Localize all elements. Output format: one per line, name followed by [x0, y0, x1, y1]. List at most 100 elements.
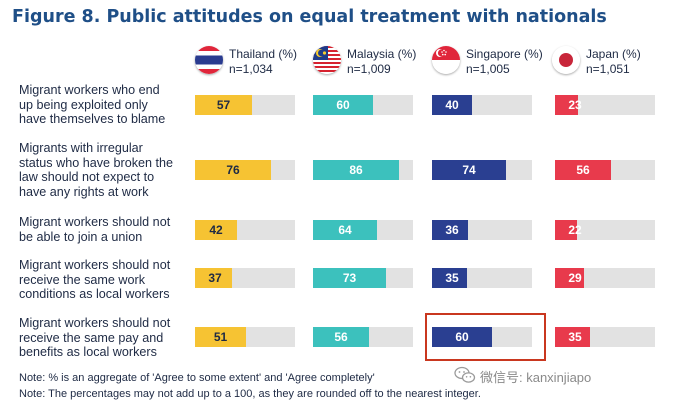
bar-track: 36 [432, 220, 532, 240]
bar-track: 60 [432, 327, 532, 347]
country-name: Malaysia (%) [347, 47, 417, 61]
bar-singapore-5 [432, 327, 492, 347]
bar-value-label: 40 [445, 98, 459, 112]
bar-singapore-1 [432, 95, 472, 115]
bar-japan-4 [555, 268, 584, 288]
bar-track: 22 [555, 220, 655, 240]
statement-line: up being exploited only [19, 97, 148, 112]
bar-malaysia-1 [313, 95, 373, 115]
bar-track: 56 [555, 160, 655, 180]
statement-line: have any rights at work [19, 184, 149, 199]
bar-value-label: 60 [336, 98, 350, 112]
bar-track: 35 [555, 327, 655, 347]
bar-japan-1 [555, 95, 578, 115]
bar-track: 73 [313, 268, 413, 288]
bar-value-label: 60 [455, 330, 469, 344]
country-header-japan: Japan (%) n=1,051 [552, 45, 672, 77]
bar-track: 23 [555, 95, 655, 115]
country-header-thailand: Thailand (%) n=1,034 [195, 45, 315, 77]
footnote-aggregate: Note: % is an aggregate of 'Agree to som… [19, 372, 375, 384]
bar-value-label: 37 [208, 271, 222, 285]
statement-line: benefits as local workers [19, 345, 157, 359]
bar-value-label: 76 [226, 163, 240, 177]
statement-line: Migrant workers who end [19, 83, 160, 97]
country-header-malaysia: Malaysia (%) n=1,009 [313, 45, 433, 77]
japan-flag-icon [552, 46, 580, 74]
thailand-flag-icon [195, 46, 223, 74]
statement-line: status who have broken the [19, 155, 174, 170]
statement-line: receive the same work [19, 272, 145, 287]
bar-value-label: 29 [568, 271, 582, 285]
bar-track: 29 [555, 268, 655, 288]
statement-label-work-conditions: Migrant workers should not receive the s… [19, 258, 189, 302]
bar-value-label: 74 [462, 163, 476, 177]
bar-singapore-3 [432, 220, 468, 240]
bar-thailand-5 [195, 327, 246, 347]
bar-thailand-1 [195, 95, 252, 115]
figure-title: Figure 8. Public attitudes on equal trea… [12, 7, 607, 27]
statement-line: be able to join a union [19, 229, 143, 244]
bar-value-label: 22 [568, 223, 582, 237]
statement-label-irregular-status: Migrants with irregular status who have … [19, 141, 189, 199]
bar-value-label: 64 [338, 223, 352, 237]
statement-line: have themselves to blame [19, 112, 166, 126]
bar-track: 35 [432, 268, 532, 288]
statement-line: Migrants with irregular [19, 141, 143, 155]
bar-track: 37 [195, 268, 295, 288]
bar-thailand-3 [195, 220, 237, 240]
sample-size: n=1,005 [466, 62, 510, 76]
wechat-icon [454, 366, 476, 383]
watermark-text: 微信号: kanxinjiapo [480, 370, 592, 385]
bar-value-label: 56 [334, 330, 348, 344]
sample-size: n=1,051 [586, 62, 630, 76]
bar-track: 42 [195, 220, 295, 240]
statement-line: Migrant workers should not [19, 215, 171, 229]
bar-value-label: 23 [568, 98, 582, 112]
malaysia-flag-icon [313, 46, 341, 74]
bar-track: 64 [313, 220, 413, 240]
country-header-singapore: Singapore (%) n=1,005 [432, 45, 552, 77]
singapore-flag-icon [432, 46, 460, 74]
bar-track: 74 [432, 160, 532, 180]
bar-thailand-4 [195, 268, 232, 288]
bar-malaysia-3 [313, 220, 377, 240]
sample-size: n=1,009 [347, 62, 391, 76]
statement-line: conditions as local workers [19, 287, 170, 301]
bar-value-label: 35 [568, 330, 582, 344]
statement-line: receive the same pay and [19, 330, 164, 345]
statement-line: Migrant workers should not [19, 258, 171, 272]
bar-value-label: 56 [576, 163, 590, 177]
bar-thailand-2 [195, 160, 271, 180]
bar-japan-2 [555, 160, 611, 180]
bar-value-label: 42 [209, 223, 223, 237]
bar-value-label: 86 [349, 163, 363, 177]
statement-label-pay-benefits: Migrant workers should not receive the s… [19, 316, 189, 360]
bar-japan-5 [555, 327, 590, 347]
bar-value-label: 51 [213, 330, 228, 344]
bar-japan-3 [555, 220, 577, 240]
bar-track: 56 [313, 327, 413, 347]
bar-track: 57 [195, 95, 295, 115]
statement-line: Migrant workers should not [19, 316, 171, 330]
bar-singapore-4 [432, 268, 467, 288]
bar-value-label: 57 [216, 98, 231, 112]
footnote-rounding: Note: The percentages may not add up to … [19, 388, 481, 400]
bar-track: 51 [195, 327, 295, 347]
bar-malaysia-5 [313, 327, 369, 347]
bar-malaysia-2 [313, 160, 399, 180]
country-name: Japan (%) [586, 47, 641, 61]
statement-line: law should not expect to [19, 170, 155, 184]
statement-label-union: Migrant workers should not be able to jo… [19, 215, 189, 244]
highlight-box [425, 313, 546, 361]
bar-track: 76 [195, 160, 295, 180]
bar-malaysia-4 [313, 268, 386, 288]
bar-track: 40 [432, 95, 532, 115]
sample-size: n=1,034 [229, 62, 273, 76]
bar-value-label: 35 [445, 271, 459, 285]
bar-singapore-2 [432, 160, 506, 180]
country-name: Thailand (%) [229, 47, 298, 61]
statement-label-exploited: Migrant workers who end up being exploit… [19, 83, 189, 127]
bar-value-label: 36 [445, 223, 459, 237]
bar-track: 86 [313, 160, 413, 180]
bar-track: 60 [313, 95, 413, 115]
